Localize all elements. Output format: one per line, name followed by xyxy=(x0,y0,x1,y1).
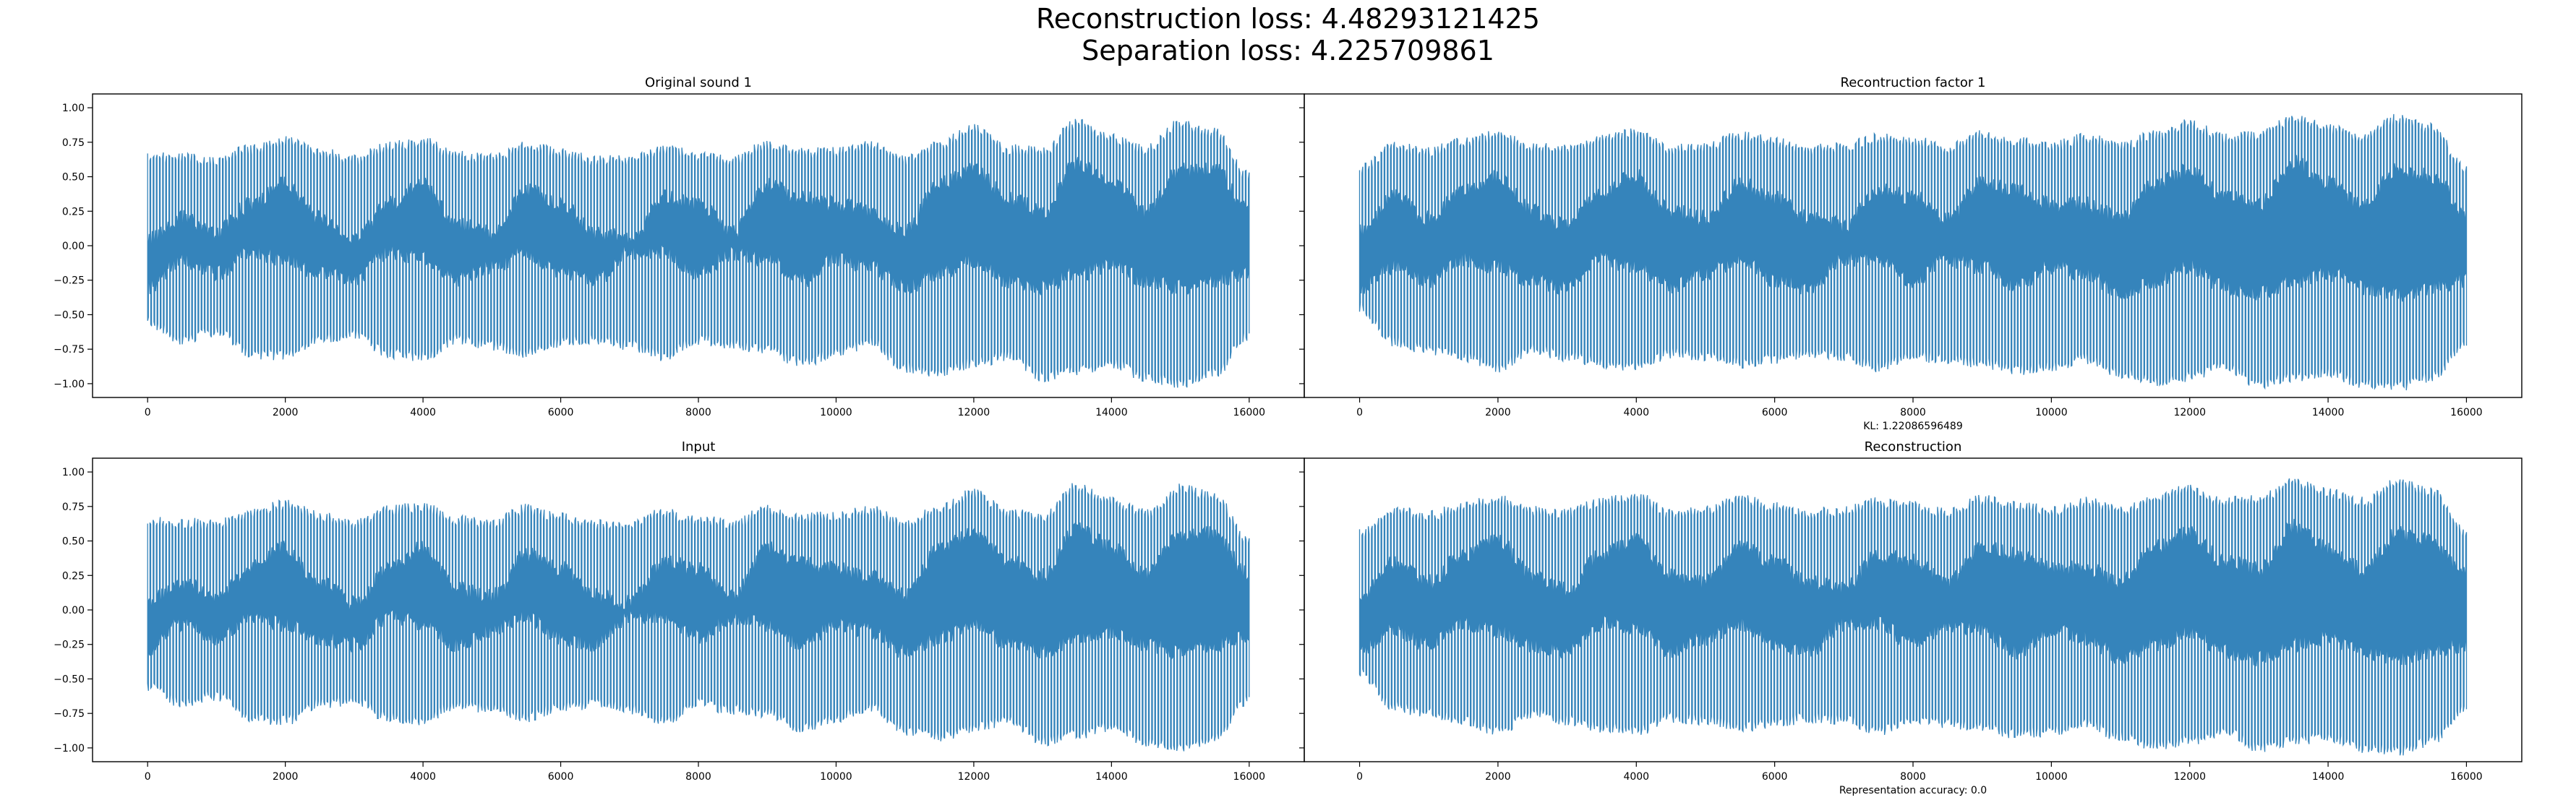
x-tick-label: 12000 xyxy=(958,771,990,783)
x-tick-label: 4000 xyxy=(1623,771,1649,783)
y-tick-label: 0.25 xyxy=(62,570,85,582)
x-tick-label: 6000 xyxy=(1762,407,1788,418)
y-tick-label: −0.25 xyxy=(54,640,85,651)
suptitle-separation-loss: Separation loss: 4.225709861 xyxy=(1082,35,1494,66)
x-tick-label: 14000 xyxy=(1095,407,1128,418)
x-tick-label: 14000 xyxy=(2312,407,2345,418)
waveform-series xyxy=(147,483,1250,752)
y-tick-label: −0.50 xyxy=(54,309,85,321)
x-tick-label: 10000 xyxy=(2035,771,2068,783)
x-tick-label: 0 xyxy=(145,771,151,783)
x-tick-label: 12000 xyxy=(2173,771,2206,783)
x-tick-label: 0 xyxy=(1356,771,1363,783)
subplot-1: Original sound 1 0 2000 4000 6000 8000 10000 12… xyxy=(54,75,1305,418)
x-tick-label: 2000 xyxy=(1485,407,1511,418)
x-tick-label: 4000 xyxy=(1623,407,1649,418)
y-tick-label: −0.75 xyxy=(54,708,85,720)
x-tick-label: 16000 xyxy=(2450,407,2483,418)
y-tick-label: 0.75 xyxy=(62,502,85,513)
x-tick-label: 8000 xyxy=(1900,771,1926,783)
x-tick-label: 8000 xyxy=(1900,407,1926,418)
x-tick-label: 4000 xyxy=(410,771,436,783)
x-tick-label: 0 xyxy=(145,407,151,418)
x-tick-label: 10000 xyxy=(820,771,852,783)
x-tick-label: 16000 xyxy=(2450,771,2483,783)
y-tick-label: 1.00 xyxy=(62,467,85,478)
x-tick-label: 0 xyxy=(1356,407,1363,418)
x-axis-label: Representation accuracy: 0.0 xyxy=(1839,785,1987,796)
x-tick-label: 8000 xyxy=(685,771,711,783)
y-tick-label: 0.00 xyxy=(62,605,85,616)
subplot-title: Reconstruction xyxy=(1865,439,1962,455)
waveform-series xyxy=(1358,113,2468,391)
x-tick-label: 12000 xyxy=(958,407,990,418)
x-tick-label: 6000 xyxy=(1762,771,1788,783)
y-tick-label: 0.50 xyxy=(62,536,85,548)
subplot-2: Recontruction factor 1 0 2000 4000 6000 8000 1… xyxy=(1299,75,2522,432)
subplot-title: Recontruction factor 1 xyxy=(1841,75,1986,90)
y-tick-label: −0.25 xyxy=(54,275,85,287)
x-tick-label: 10000 xyxy=(2035,407,2068,418)
subplot-4: Reconstruction 0 2000 4000 6000 8000 10000 1200… xyxy=(1299,439,2522,796)
y-tick-label: 0.75 xyxy=(62,137,85,149)
subplot-title: Input xyxy=(682,439,716,455)
x-tick-label: 4000 xyxy=(410,407,436,418)
x-tick-label: 2000 xyxy=(273,771,299,783)
y-tick-label: −0.50 xyxy=(54,674,85,685)
x-tick-label: 6000 xyxy=(548,771,574,783)
y-tick-label: 0.50 xyxy=(62,172,85,184)
x-tick-label: 12000 xyxy=(2173,407,2206,418)
waveform-series xyxy=(147,119,1250,388)
x-tick-label: 14000 xyxy=(2312,771,2345,783)
x-tick-label: 16000 xyxy=(1233,771,1266,783)
y-tick-label: 0.00 xyxy=(62,241,85,252)
x-tick-label: 2000 xyxy=(1485,771,1511,783)
suptitle-reconstruction-loss: Reconstruction loss: 4.48293121425 xyxy=(1036,3,1540,35)
figure-suptitle: Reconstruction loss: 4.48293121425 Separ… xyxy=(0,3,2576,66)
x-axis-label: KL: 1.22086596489 xyxy=(1863,421,1962,432)
x-tick-label: 8000 xyxy=(685,407,711,418)
x-tick-label: 10000 xyxy=(820,407,852,418)
y-tick-label: −1.00 xyxy=(54,743,85,754)
waveform-series xyxy=(1358,478,2468,756)
x-tick-label: 16000 xyxy=(1233,407,1266,418)
y-tick-label: −1.00 xyxy=(54,379,85,390)
subplot-title: Original sound 1 xyxy=(645,75,752,90)
x-tick-label: 2000 xyxy=(273,407,299,418)
y-tick-label: −0.75 xyxy=(54,344,85,356)
y-tick-label: 0.25 xyxy=(62,206,85,218)
y-tick-label: 1.00 xyxy=(62,103,85,114)
x-tick-label: 6000 xyxy=(548,407,574,418)
x-tick-label: 14000 xyxy=(1095,771,1128,783)
subplot-3: Input 0 2000 4000 6000 8000 10000 12000 14000 160… xyxy=(54,439,1305,783)
